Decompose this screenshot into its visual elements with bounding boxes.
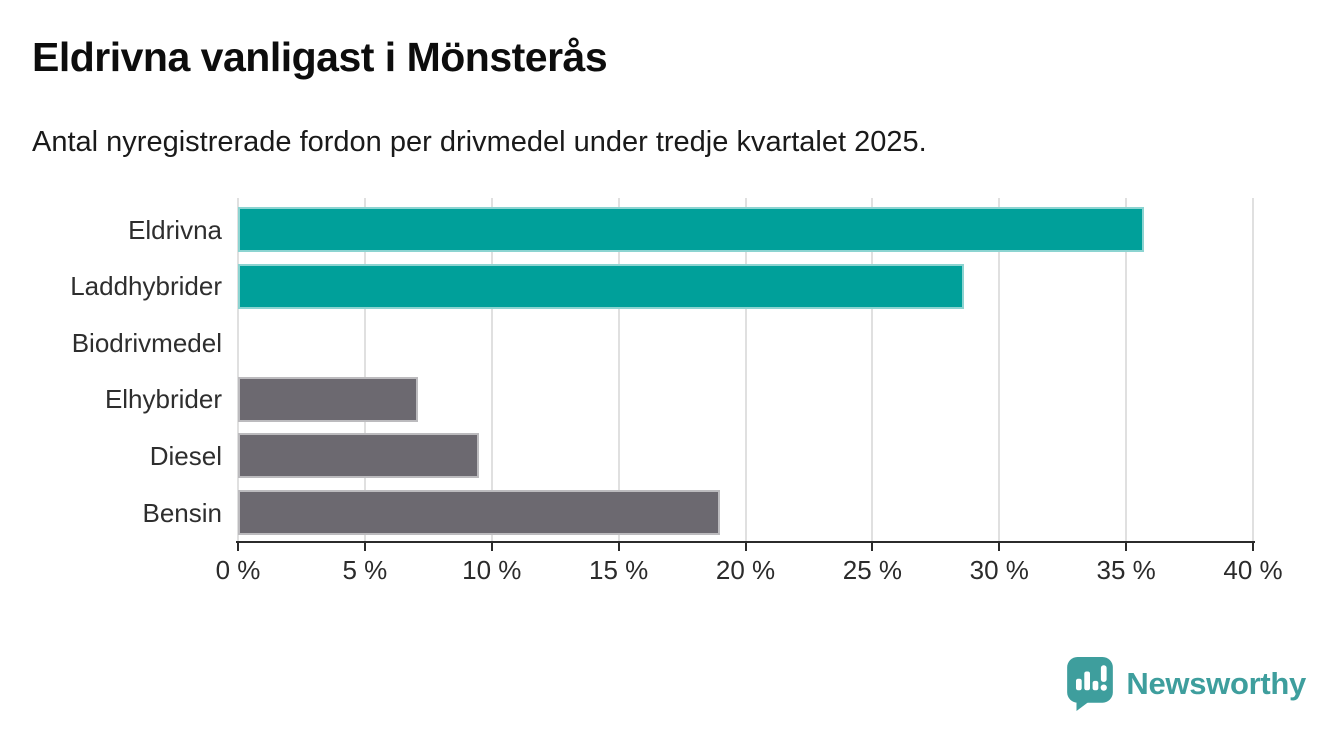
x-axis-tick-label: 10 % xyxy=(462,555,522,585)
x-axis-line xyxy=(236,541,1255,543)
x-axis-tick-mark xyxy=(871,543,874,551)
x-axis-tick-mark xyxy=(1125,543,1128,551)
x-axis-tick-label: 20 % xyxy=(715,555,776,585)
x-axis-tick-label: 15 % xyxy=(588,555,649,585)
bar-laddhybrider xyxy=(238,263,964,309)
x-axis-tick-mark xyxy=(617,543,620,551)
y-axis-category-labels: Eldrivna Laddhybrider Biodrivmedel Elhybrid… xyxy=(0,198,222,541)
x-axis-tick-label: 0 % xyxy=(215,555,261,585)
x-axis: 0 % 5 % 10 % 15 % 20 % 25 % 30 % 35 % 40 % xyxy=(216,541,1283,601)
plot-area xyxy=(237,198,1254,541)
newsworthy-speech-bubble-bar-chart-icon xyxy=(1067,657,1114,711)
gridline xyxy=(871,198,874,541)
category-label: Elhybrider xyxy=(104,384,222,415)
x-axis-tick-mark xyxy=(237,543,239,551)
bar-elhybrider xyxy=(238,376,419,422)
x-axis-tick-mark xyxy=(1252,543,1254,551)
x-axis-tick-label: 40 % xyxy=(1223,555,1283,585)
x-axis-tick-mark xyxy=(363,543,366,551)
x-axis-tick-mark xyxy=(744,543,747,551)
bar-bensin xyxy=(238,490,721,535)
chart-subtitle: Antal nyregistrerade fordon per drivmede… xyxy=(32,126,927,158)
page-title: Eldrivna vanligast i Mönsterås xyxy=(32,34,608,80)
gridline xyxy=(490,198,493,541)
x-axis-tick-mark xyxy=(998,543,1001,551)
gridline xyxy=(363,198,366,541)
newsworthy-logo: Newsworthy xyxy=(1067,657,1306,711)
category-label: Bensin xyxy=(142,497,223,528)
gridline xyxy=(744,198,747,541)
gridline xyxy=(237,198,239,541)
x-axis-tick-label: 35 % xyxy=(1096,555,1156,585)
gridline xyxy=(1125,198,1128,541)
bar-diesel xyxy=(238,433,480,479)
x-axis-tick-mark xyxy=(490,543,493,551)
bar-eldrivna xyxy=(238,207,1144,252)
x-axis-tick-label: 25 % xyxy=(842,555,903,585)
category-label: Eldrivna xyxy=(128,214,222,245)
newsworthy-wordmark: Newsworthy xyxy=(1126,666,1306,701)
gridline xyxy=(998,198,1001,541)
category-label: Laddhybrider xyxy=(70,271,222,302)
x-axis-tick-label: 30 % xyxy=(969,555,1029,585)
gridline xyxy=(1252,198,1254,541)
gridline xyxy=(617,198,620,541)
category-label: Diesel xyxy=(149,440,222,471)
bar-chart: Eldrivna Laddhybrider Biodrivmedel Elhybrid… xyxy=(0,198,1340,598)
x-axis-tick-label: 5 % xyxy=(342,555,388,585)
category-label: Biodrivmedel xyxy=(71,327,222,358)
